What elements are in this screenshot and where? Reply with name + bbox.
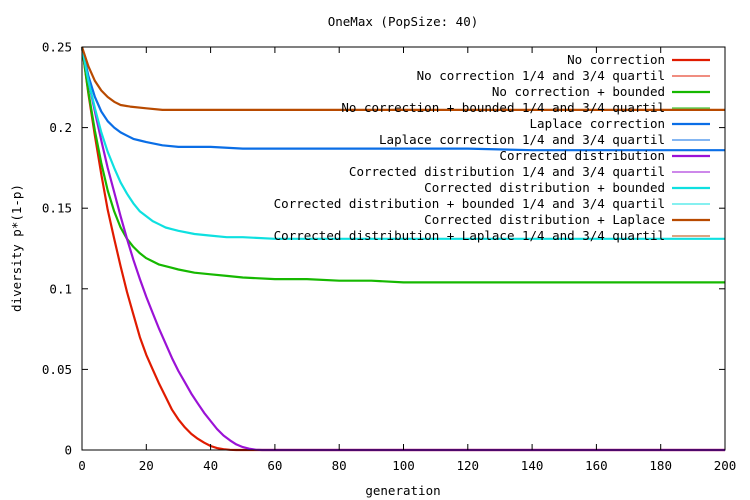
x-tick-label: 80 (332, 458, 347, 473)
legend-entry-label: No correction (567, 52, 665, 67)
legend-entry-label: Corrected distribution + Laplace 1/4 and… (274, 228, 665, 243)
x-tick-label: 60 (267, 458, 282, 473)
x-tick-label: 0 (78, 458, 86, 473)
y-tick-label: 0.15 (42, 201, 72, 216)
x-tick-label: 120 (457, 458, 480, 473)
x-tick-label: 40 (203, 458, 218, 473)
y-tick-label: 0.05 (42, 362, 72, 377)
plot-lines (80, 46, 725, 452)
y-tick-label: 0.25 (42, 40, 72, 55)
chart-title: OneMax (PopSize: 40) (328, 14, 479, 29)
y-axis-label: diversity p*(1-p) (9, 184, 24, 312)
legend-entry-label: Corrected distribution + Laplace (424, 212, 665, 227)
legend-entry-label: Corrected distribution 1/4 and 3/4 quart… (349, 164, 665, 179)
x-axis-label: generation (365, 483, 440, 498)
x-tick-label: 160 (585, 458, 608, 473)
y-tick-label: 0.2 (49, 120, 72, 135)
legend-entry-label: No correction 1/4 and 3/4 quartil (417, 68, 665, 83)
x-tick-label: 140 (521, 458, 544, 473)
legend-entry-label: No correction + bounded 1/4 and 3/4 quar… (341, 100, 665, 115)
ticks: 0 20 40 60 80 100 120 140 160 180 200 0 0.05 0.1 0.15 0… (42, 40, 736, 474)
series-line (80, 46, 725, 112)
y-tick-label: 0 (64, 443, 72, 458)
x-tick-label: 200 (714, 458, 737, 473)
legend-entry-label: No correction + bounded (492, 84, 665, 99)
series-line (80, 46, 725, 240)
y-tick-label: 0.1 (49, 281, 72, 296)
series-line (80, 46, 725, 152)
x-tick-label: 20 (139, 458, 154, 473)
legend-entry-label: Laplace correction 1/4 and 3/4 quartil (379, 132, 665, 147)
x-tick-label: 180 (649, 458, 672, 473)
legend-entry-label: Laplace correction (530, 116, 665, 131)
x-tick-label: 100 (392, 458, 415, 473)
legend-entry-label: Corrected distribution + bounded 1/4 and… (274, 196, 665, 211)
series-line (80, 46, 725, 284)
legend-entry-label: Corrected distribution + bounded (424, 180, 665, 195)
legend-entry-label: Corrected distribution (499, 148, 665, 163)
